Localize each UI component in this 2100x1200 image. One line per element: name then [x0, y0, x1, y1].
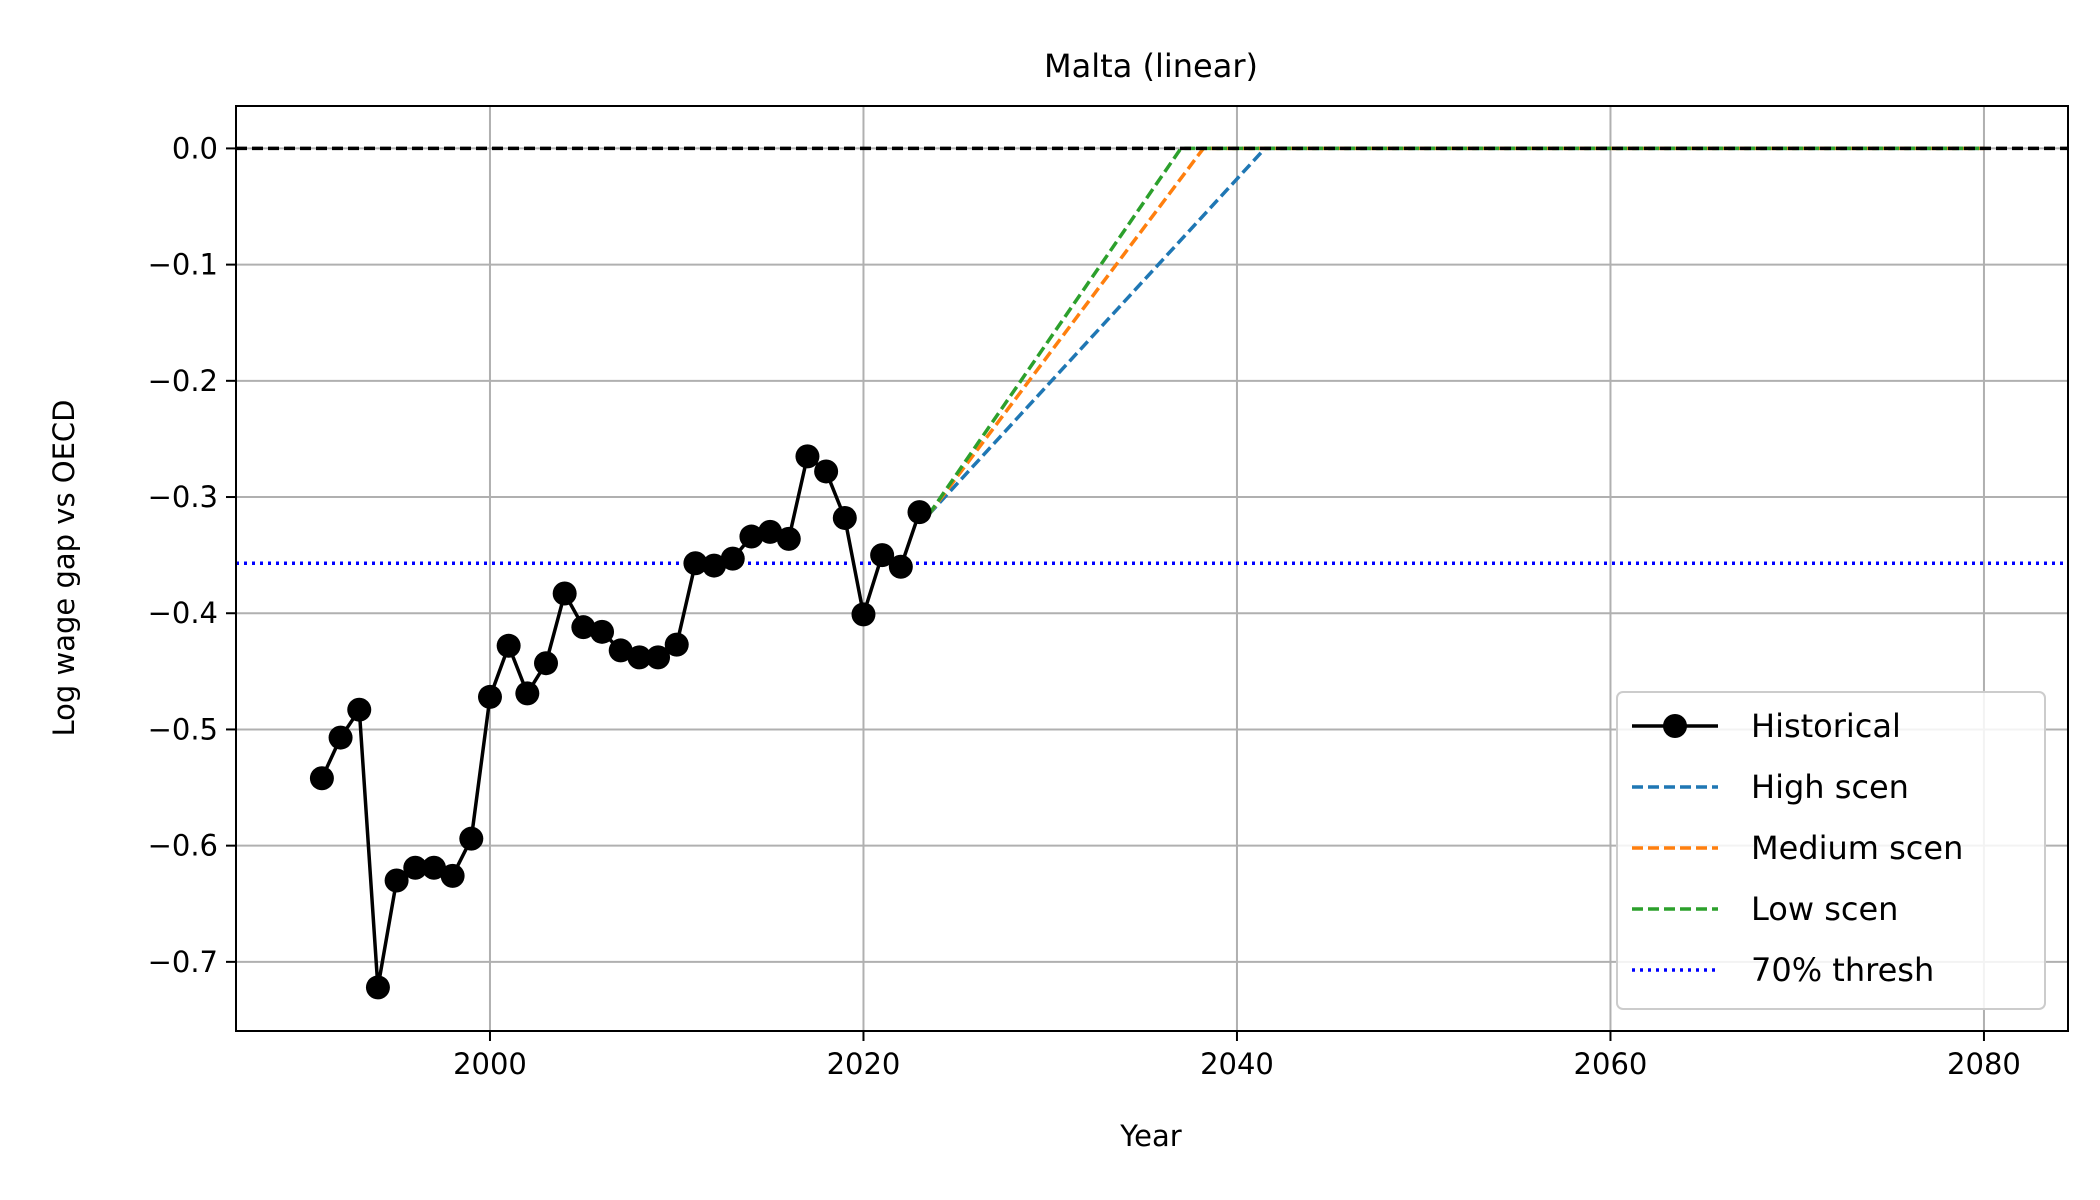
y-axis-label: Log wage gap vs OECD	[47, 400, 81, 737]
legend-label-70-thresh: 70% thresh	[1751, 951, 1934, 989]
historical-point	[459, 826, 484, 851]
x-tick-label: 2060	[1574, 1047, 1648, 1081]
historical-point	[309, 766, 334, 791]
historical-point	[515, 681, 540, 706]
historical-point	[720, 546, 745, 571]
y-tick-label: −0.1	[148, 248, 218, 282]
historical-point	[870, 543, 895, 568]
historical-point	[328, 725, 353, 750]
historical-point	[534, 651, 559, 676]
y-tick-label: −0.6	[148, 829, 218, 863]
historical-point	[832, 505, 857, 530]
historical-point	[608, 638, 633, 663]
plot-lines	[236, 146, 2068, 1000]
legend-box	[1616, 691, 2046, 1010]
historical-point	[403, 855, 428, 880]
historical-point	[365, 975, 390, 1000]
historical-point	[758, 519, 783, 544]
historical-point	[776, 526, 801, 551]
historical-point	[664, 632, 689, 657]
historical-point	[907, 500, 932, 525]
chart-title: Malta (linear)	[1044, 47, 1258, 85]
historical-point	[702, 553, 727, 578]
historical-point	[571, 615, 596, 640]
x-tick-label: 2080	[1947, 1047, 2021, 1081]
historical-point	[739, 524, 764, 549]
legend-label-medium-scen: Medium scen	[1751, 829, 1963, 867]
x-axis-label: Year	[1119, 1119, 1181, 1153]
historical-point	[814, 459, 839, 484]
historical-point	[851, 602, 876, 627]
x-tick-label: 2040	[1200, 1047, 1274, 1081]
historical-point	[496, 633, 521, 658]
historical-point	[627, 645, 652, 670]
historical-point	[384, 868, 409, 893]
historical-point	[795, 444, 820, 469]
y-tick-label: −0.2	[148, 364, 218, 398]
axis-ticks: 2000 2020 2040 2060 2080 0.0 −0.1 −0.2 −0.3 −0.4 −…	[148, 131, 2021, 1081]
historical-point	[590, 619, 615, 644]
historical-point	[646, 645, 671, 670]
y-tick-label: 0.0	[172, 131, 218, 165]
legend-label-historical: Historical	[1751, 707, 1901, 745]
legend-label-low-scen: Low scen	[1751, 890, 1898, 928]
legend-marker-historical	[1663, 714, 1687, 738]
x-tick-label: 2000	[453, 1047, 527, 1081]
historical-point	[552, 581, 577, 606]
historical-point	[421, 855, 446, 880]
x-tick-label: 2020	[827, 1047, 901, 1081]
historical-point	[440, 863, 465, 888]
historical-point	[888, 554, 913, 579]
y-tick-label: −0.5	[148, 712, 218, 746]
y-tick-label: −0.7	[148, 945, 218, 979]
plot-frame	[235, 105, 2069, 1032]
y-tick-label: −0.3	[148, 480, 218, 514]
historical-point	[347, 697, 372, 722]
legend-label-high-scen: High scen	[1751, 768, 1909, 806]
historical-point	[683, 551, 708, 576]
historical-point	[477, 684, 502, 709]
legend: Historical High scen Medium scen Low scen 70…	[1616, 691, 2046, 1010]
y-tick-label: −0.4	[148, 596, 218, 630]
